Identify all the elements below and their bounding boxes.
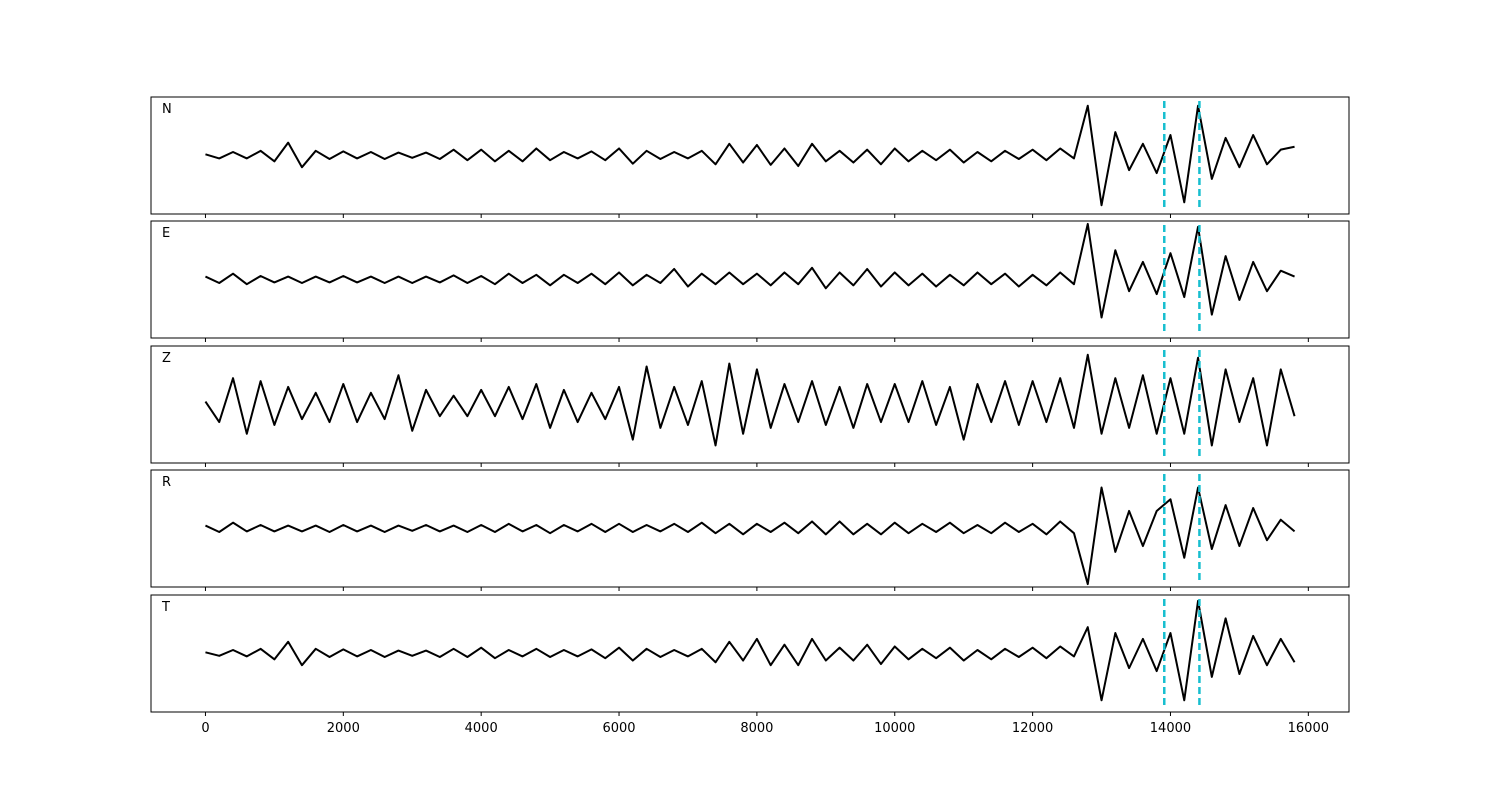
panel-frame <box>150 594 1350 713</box>
panel-label: T <box>161 600 170 615</box>
trace <box>205 222 1295 319</box>
trace <box>204 353 1296 447</box>
x-tick-label: 12000 <box>1012 721 1053 736</box>
panel-label: Z <box>162 351 171 366</box>
panel-frame <box>150 345 1350 464</box>
trace <box>205 486 1296 586</box>
panel-label: N <box>162 102 172 117</box>
x-tick-label: 16000 <box>1288 721 1329 736</box>
x-tick-label: 2000 <box>327 721 360 736</box>
trace <box>205 104 1295 207</box>
panel-frame <box>150 469 1350 588</box>
panel-label: E <box>162 226 170 241</box>
panel-label: R <box>162 475 171 490</box>
panel-frame <box>150 220 1350 339</box>
x-tick-label: 8000 <box>740 721 773 736</box>
x-tick-label: 10000 <box>874 721 915 736</box>
panel-frame <box>150 96 1350 215</box>
x-tick-label: 6000 <box>602 721 635 736</box>
x-tick-label: 0 <box>201 721 209 736</box>
trace <box>205 599 1296 702</box>
x-tick-label: 4000 <box>465 721 498 736</box>
x-tick-label: 14000 <box>1150 721 1191 736</box>
